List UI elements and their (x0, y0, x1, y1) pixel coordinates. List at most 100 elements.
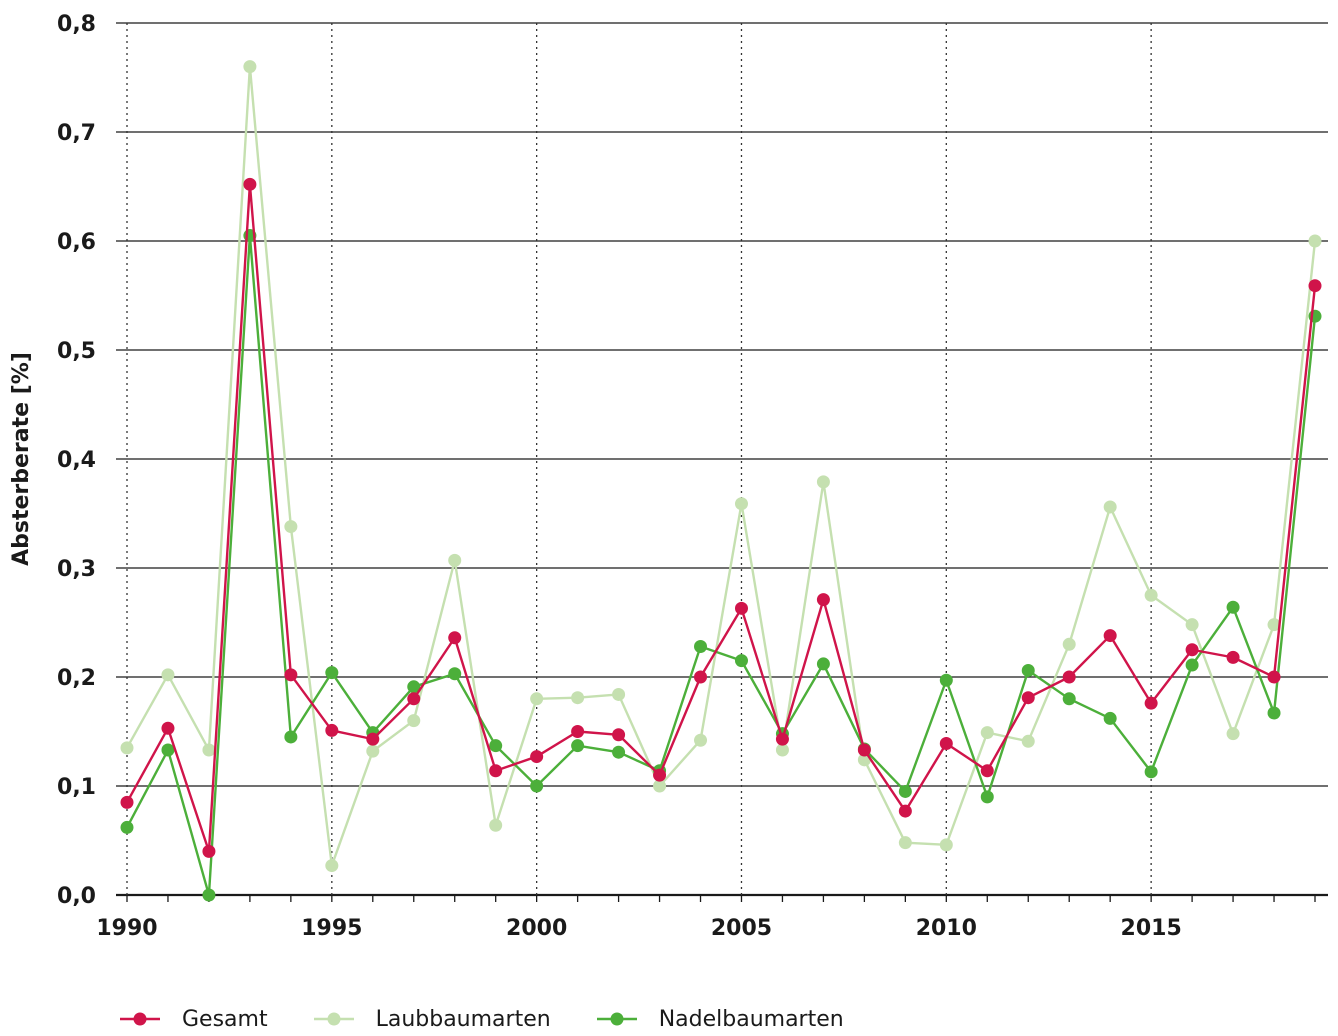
y-tick-label: 0,4 (57, 448, 96, 473)
data-point-gesamt (1062, 670, 1076, 684)
data-point-laubbaumarten (1267, 618, 1281, 632)
x-tick-label: 2005 (711, 916, 772, 941)
y-tick-label: 0,8 (57, 12, 96, 37)
data-point-nadelbaumarten (120, 820, 134, 834)
data-point-gesamt (120, 795, 134, 809)
horizontal-gridlines (116, 22, 1328, 897)
data-point-laubbaumarten (571, 691, 585, 705)
data-point-gesamt (1185, 643, 1199, 657)
data-point-gesamt (734, 601, 748, 615)
data-point-gesamt (407, 692, 421, 706)
data-point-laubbaumarten (816, 475, 830, 489)
data-point-gesamt (980, 764, 994, 778)
data-point-laubbaumarten (1021, 734, 1035, 748)
data-point-gesamt (694, 670, 708, 684)
data-point-laubbaumarten (734, 497, 748, 511)
data-point-laubbaumarten (120, 741, 134, 755)
data-point-gesamt (816, 593, 830, 607)
data-point-gesamt (775, 732, 789, 746)
data-point-laubbaumarten (202, 743, 216, 757)
data-point-gesamt (1267, 670, 1281, 684)
data-point-gesamt (857, 743, 871, 757)
data-point-nadelbaumarten (1226, 600, 1240, 614)
data-point-nadelbaumarten (1103, 711, 1117, 725)
data-point-nadelbaumarten (448, 667, 462, 681)
data-point-laubbaumarten (612, 687, 626, 701)
data-point-laubbaumarten (1144, 588, 1158, 602)
data-point-gesamt (898, 804, 912, 818)
data-point-gesamt (243, 177, 257, 191)
data-point-laubbaumarten (939, 838, 953, 852)
data-point-gesamt (571, 725, 585, 738)
x-tick-label: 2010 (916, 916, 977, 941)
data-point-laubbaumarten (1226, 727, 1240, 741)
legend-item-gesamt: Gesamt (118, 1007, 268, 1032)
series-line-laubbaumarten (125, 65, 1317, 867)
data-point-laubbaumarten (980, 726, 994, 740)
x-axis-tick-labels: 1990 1995 2000 2005 2010 2015 (96, 916, 1181, 941)
data-point-nadelbaumarten (571, 739, 585, 753)
legend-label: Laubbaumarten (375, 1006, 551, 1032)
y-axis-tick-labels: 0,0 0,1 0,2 0,3 0,4 0,5 0,6 0,7 0,8 (57, 12, 96, 909)
data-point-laubbaumarten (898, 836, 912, 850)
data-point-gesamt (1103, 629, 1117, 643)
data-point-nadelbaumarten (939, 673, 953, 687)
y-tick-label: 0,7 (57, 121, 96, 146)
data-point-gesamt (161, 721, 175, 735)
data-point-laubbaumarten (1308, 234, 1322, 248)
data-point-nadelbaumarten (407, 680, 421, 694)
data-point-laubbaumarten (694, 733, 708, 747)
data-point-nadelbaumarten (325, 666, 339, 680)
data-point-laubbaumarten (1103, 500, 1117, 514)
y-tick-label: 0,0 (57, 884, 96, 909)
line-chart: 0,0 0,1 0,2 0,3 0,4 0,5 0,6 0,7 0,8 1990 1995 2000… (9, 12, 1328, 941)
legend-label: Nadelbaumarten (658, 1006, 844, 1032)
data-point-laubbaumarten (325, 859, 339, 873)
y-tick-label: 0,2 (57, 666, 96, 691)
legend: Gesamt Laubbaumarten Nadelbaumarten (118, 1002, 888, 1036)
data-point-laubbaumarten (284, 520, 298, 534)
data-point-laubbaumarten (653, 779, 667, 793)
data-point-laubbaumarten (1062, 637, 1076, 651)
data-point-gesamt (448, 631, 462, 645)
legend-label: Gesamt (182, 1006, 268, 1032)
data-point-nadelbaumarten (898, 784, 912, 798)
data-point-gesamt (1021, 691, 1035, 705)
data-point-laubbaumarten (243, 60, 257, 74)
data-point-nadelbaumarten (1267, 706, 1281, 720)
legend-swatch-gesamt (120, 1012, 160, 1026)
data-point-nadelbaumarten (734, 654, 748, 668)
y-tick-label: 0,5 (57, 339, 96, 364)
data-point-nadelbaumarten (530, 779, 544, 793)
series-line-nadelbaumarten (125, 234, 1317, 897)
x-tick-label: 2000 (506, 916, 567, 941)
data-point-gesamt (530, 750, 544, 764)
data-point-gesamt (1144, 696, 1158, 710)
x-tick-label: 2015 (1121, 916, 1182, 941)
series-laubbaumarten (120, 60, 1322, 873)
data-point-nadelbaumarten (1062, 692, 1076, 706)
y-tick-label: 0,3 (57, 557, 96, 582)
series-nadelbaumarten (120, 229, 1322, 902)
x-tick-label: 1995 (301, 916, 362, 941)
data-point-laubbaumarten (448, 553, 462, 567)
data-point-nadelbaumarten (489, 739, 503, 753)
data-point-gesamt (202, 844, 216, 858)
data-point-nadelbaumarten (161, 743, 175, 757)
data-point-nadelbaumarten (284, 730, 298, 744)
data-point-laubbaumarten (775, 743, 789, 757)
data-point-laubbaumarten (530, 692, 544, 706)
data-point-nadelbaumarten (1144, 765, 1158, 779)
series-line-gesamt (125, 183, 1317, 853)
data-point-laubbaumarten (161, 668, 175, 682)
data-point-gesamt (1308, 279, 1322, 293)
vertical-gridlines (126, 23, 1316, 902)
data-point-gesamt (612, 728, 626, 742)
y-tick-label: 0,6 (57, 230, 96, 255)
data-point-nadelbaumarten (1021, 663, 1035, 677)
data-point-gesamt (1226, 650, 1240, 664)
data-point-gesamt (939, 736, 953, 750)
legend-item-nadelbaumarten: Nadelbaumarten (595, 1007, 844, 1032)
data-point-gesamt (653, 768, 667, 782)
data-point-nadelbaumarten (694, 639, 708, 653)
